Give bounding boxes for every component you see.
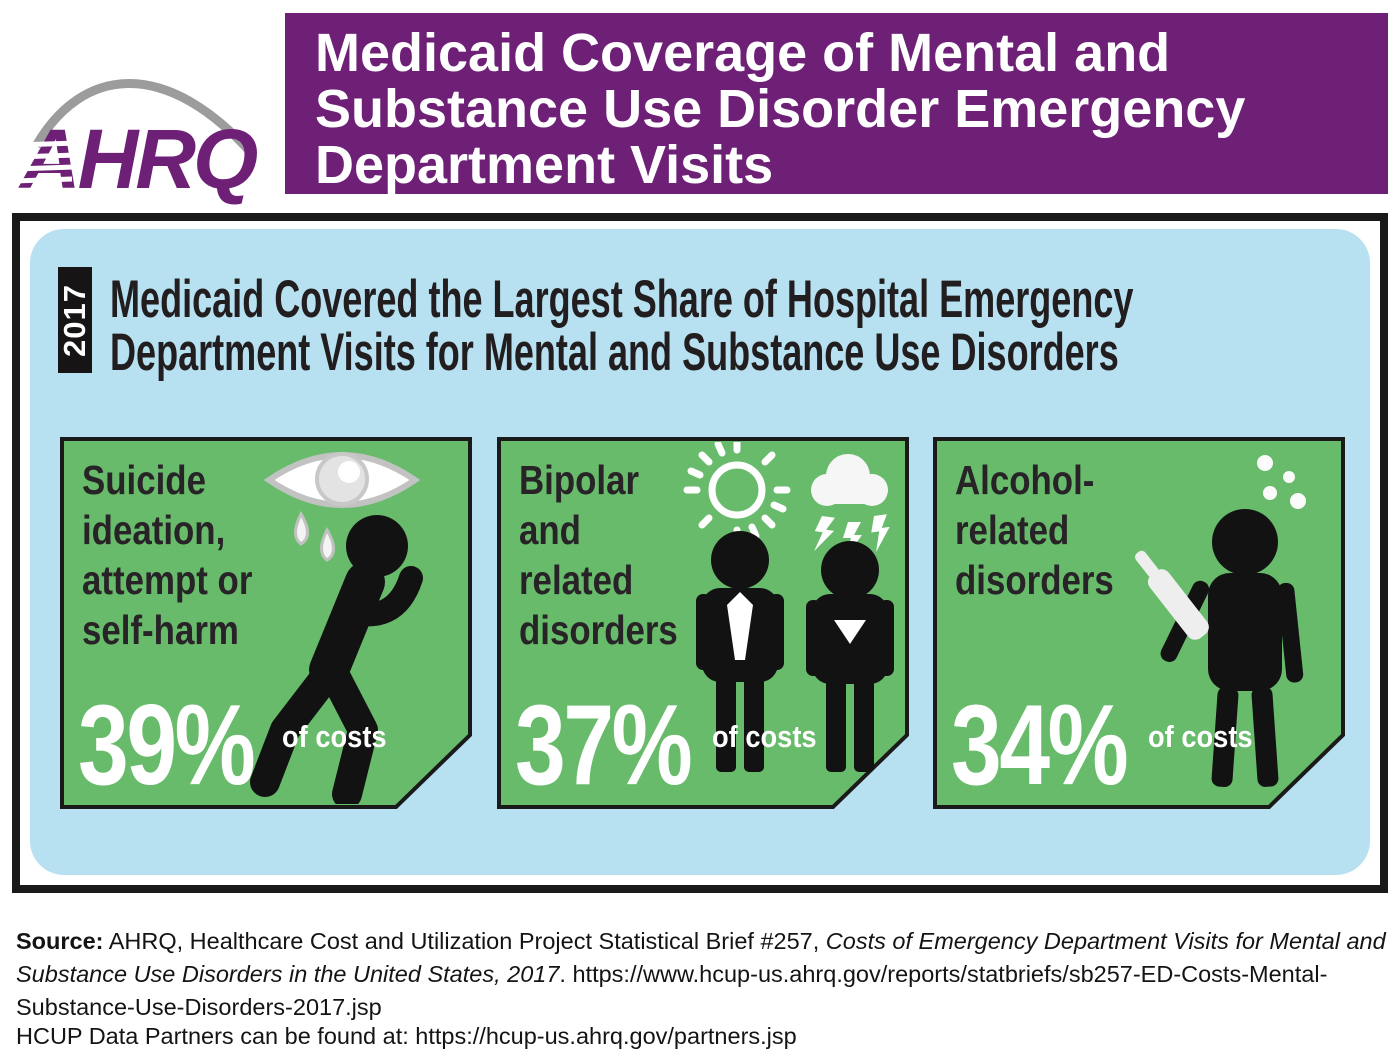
stat-card-suicide: Suicide ideation, attempt or self-harm <box>60 437 472 809</box>
crouching-person-icon <box>250 515 423 804</box>
card-label-line: Bipolar <box>519 457 640 503</box>
title-line-2: Substance Use Disorder Emergency <box>315 79 1246 139</box>
content-panel: 2017 Medicaid Covered the Largest Share … <box>30 229 1370 875</box>
source-title-italic: Costs of Emergency Department Visits for… <box>16 927 1386 987</box>
card-label-line: related <box>955 507 1070 553</box>
bottle-icon <box>1135 550 1209 640</box>
tie-icon <box>727 592 753 660</box>
card-label-line: Alcohol- <box>955 457 1095 503</box>
sun-icon <box>683 442 791 544</box>
crying-eye-icon <box>263 452 421 562</box>
logo-arc <box>32 79 258 159</box>
card-label: Suicide ideation, attempt or self-harm <box>82 455 282 655</box>
source-text-2: . https://www.hcup-us.ahrq.gov/reports/s… <box>16 960 1328 1020</box>
source-text-1: AHRQ, Healthcare Cost and Utilization Pr… <box>103 927 826 954</box>
collar-icon <box>834 620 866 644</box>
card-label: Alcohol- related disorders <box>955 455 1142 605</box>
card-label-line: self-harm <box>82 607 239 653</box>
percent-suffix: of costs <box>1148 719 1253 754</box>
title-line-3: Department Visits <box>315 135 774 195</box>
stat-card-alcohol: Alcohol- related disorders <box>933 437 1345 809</box>
heading-line-2: Department Visits for Mental and Substan… <box>110 323 1119 382</box>
sad-person-icon <box>806 541 894 772</box>
businessman-icon <box>696 531 784 772</box>
title-line-1: Medicaid Coverage of Mental and <box>315 23 1171 83</box>
title-banner: Medicaid Coverage of Mental and Substanc… <box>285 13 1388 194</box>
percent-value: 34% <box>951 682 1129 809</box>
content-box: 2017 Medicaid Covered the Largest Share … <box>12 213 1388 893</box>
partners-note: HCUP Data Partners can be found at: http… <box>16 1022 797 1049</box>
card-label-line: attempt or <box>82 557 253 603</box>
card-label: Bipolar and related disorders <box>519 455 706 655</box>
drinking-person-icon <box>1160 509 1304 787</box>
card-label-line: ideation, <box>82 507 226 553</box>
card-label-line: disorders <box>955 557 1114 603</box>
year-label: 2017 <box>57 283 92 357</box>
percent-value: 37% <box>515 682 693 809</box>
ahrq-logo: AHRQ <box>14 79 260 206</box>
source-label: Source: <box>16 927 104 954</box>
storm-cloud-icon <box>811 454 888 506</box>
percent-suffix: of costs <box>712 719 817 754</box>
percent-suffix: of costs <box>282 719 387 754</box>
card-label-line: Suicide <box>82 457 206 503</box>
card-label-line: and <box>519 507 581 553</box>
tears-icon <box>294 510 335 562</box>
percent-value: 39% <box>78 682 256 809</box>
card-label-line: disorders <box>519 607 678 653</box>
eye-tears-crouching-person-icon <box>250 452 423 804</box>
sun-storm-people-icon <box>683 442 894 772</box>
person-with-bottle-icon <box>1135 455 1306 787</box>
year-badge: 2017 <box>57 267 92 373</box>
source-note: Source: AHRQ, Healthcare Cost and Utiliz… <box>16 925 1390 1024</box>
stat-card-bipolar: Bipolar and related disorders <box>497 437 909 809</box>
logo-a-stripes <box>14 140 79 184</box>
bubbles-icon <box>1257 455 1306 509</box>
main-heading: Medicaid Covered the Largest Share of Ho… <box>110 273 1400 379</box>
heading-line-1: Medicaid Covered the Largest Share of Ho… <box>110 270 1134 329</box>
logo-text: AHRQ <box>18 112 257 206</box>
card-label-line: related <box>519 557 634 603</box>
